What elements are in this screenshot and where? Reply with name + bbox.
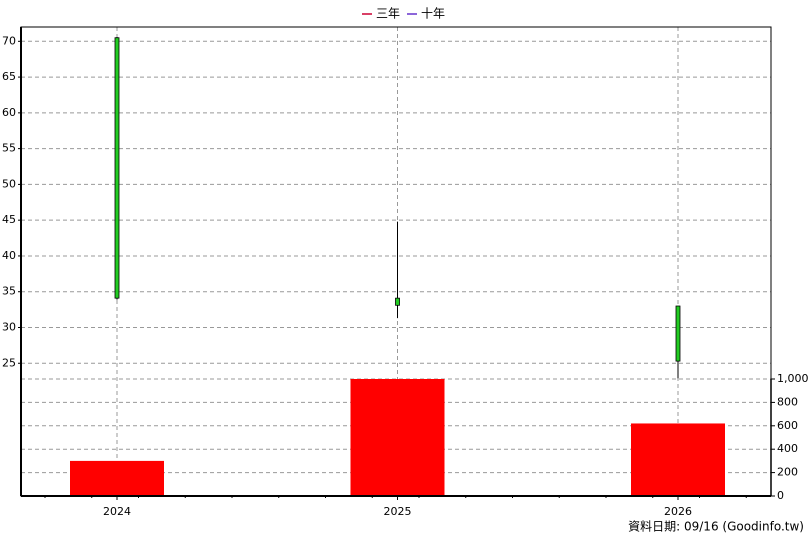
y-tick-label: 40: [2, 249, 16, 262]
y-tick-label: 35: [2, 285, 16, 298]
y2-tick-label: 600: [777, 419, 798, 432]
y-tick-label: 25: [2, 356, 16, 369]
candle-body: [675, 305, 681, 362]
legend-label: 三年: [376, 7, 400, 21]
volume-bar: [350, 379, 445, 496]
y2-tick-label: 400: [777, 442, 798, 455]
y-tick-label: 70: [2, 34, 16, 47]
x-tick-label: 2025: [384, 505, 412, 518]
candle-body: [395, 297, 400, 306]
y2-tick-label: 0: [777, 489, 784, 502]
y-tick-label: 55: [2, 142, 16, 155]
y-tick-label: 30: [2, 320, 16, 333]
x-tick-label: 2026: [664, 505, 692, 518]
volume-bar: [631, 423, 725, 496]
candle-body: [114, 37, 120, 299]
y-tick-label: 60: [2, 106, 16, 119]
y-tick-label: 50: [2, 177, 16, 190]
y2-tick-label: 1,000: [777, 372, 808, 385]
y2-tick-label: 200: [777, 466, 798, 479]
y2-tick-label: 800: [777, 395, 798, 408]
y-tick-label: 45: [2, 213, 16, 226]
volume-bar: [70, 460, 164, 496]
footer-note: 資料日期: 09/16 (Goodinfo.tw): [628, 520, 804, 534]
legend-label: 十年: [421, 7, 445, 21]
y-tick-label: 65: [2, 70, 16, 83]
x-tick-label: 2024: [103, 505, 131, 518]
